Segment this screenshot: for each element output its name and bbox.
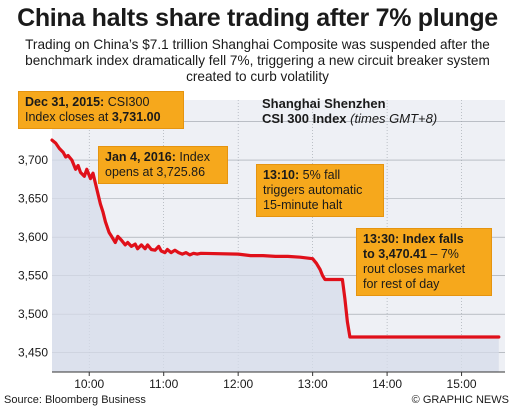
y-tick-label: 3,450 <box>18 346 48 360</box>
series-area <box>52 140 499 372</box>
callout-1330-text2: to 3,470.41 <box>363 247 427 261</box>
callout-dec31: Dec 31, 2015: CSI300 Index closes at 3,7… <box>18 91 184 129</box>
callout-dec31-text2: Index closes at <box>25 110 109 124</box>
y-tick-label: 3,700 <box>18 153 48 167</box>
x-tick-label: 12:00 <box>223 377 253 391</box>
x-tick-label: 15:00 <box>447 377 477 391</box>
callout-1310-text2: triggers automatic <box>263 183 363 197</box>
chart-title: China halts share trading after 7% plung… <box>17 4 498 32</box>
callout-1330-text: Index falls <box>402 232 464 246</box>
callout-dec31-date: Dec 31, 2015: <box>25 95 105 109</box>
y-tick-label: 3,650 <box>18 192 48 206</box>
callout-jan4-text: Index <box>179 150 210 164</box>
callout-1330-time: 13:30: <box>363 232 400 246</box>
callout-jan4-date: Jan 4, 2016: <box>105 150 176 164</box>
x-tick-label: 14:00 <box>372 377 402 391</box>
index-label-line1: Shanghai Shenzhen <box>262 96 386 111</box>
y-tick-label: 3,550 <box>18 269 48 283</box>
credit-note: © GRAPHIC NEWS <box>411 394 509 406</box>
callout-jan4-text2: opens at 3,725.86 <box>105 165 206 179</box>
index-name: CSI 300 Index <box>262 111 347 126</box>
callout-dec31-text: CSI300 <box>107 95 150 109</box>
x-tick-label: 13:00 <box>298 377 328 391</box>
index-timezone: (times GMT+8) <box>350 111 438 126</box>
callout-1310-text3: 15-minute halt <box>263 198 343 212</box>
callout-1330-text5: for rest of day <box>363 277 440 291</box>
callout-1310-time: 13:10: <box>263 168 300 182</box>
index-label-line2: CSI 300 Index (times GMT+8) <box>262 111 437 126</box>
y-tick-label: 3,600 <box>18 230 48 244</box>
y-tick-label: 3,500 <box>18 307 48 321</box>
x-tick-label: 11:00 <box>149 377 178 391</box>
callout-1310: 13:10: 5% fall triggers automatic 15-min… <box>256 164 384 217</box>
callout-1330: 13:30: Index falls to 3,470.41 – 7% rout… <box>356 228 492 296</box>
index-label: Shanghai Shenzhen CSI 300 Index (times G… <box>262 96 437 126</box>
callout-jan4: Jan 4, 2016: Index opens at 3,725.86 <box>98 146 228 184</box>
callout-1330-text4: rout closes market <box>363 262 466 276</box>
callout-dec31-value: 3,731.00 <box>111 110 161 124</box>
callout-1310-text: 5% fall <box>302 168 341 182</box>
x-tick-label: 10:00 <box>74 377 104 391</box>
callout-1330-text3: – 7% <box>430 247 459 261</box>
series-line <box>50 138 501 339</box>
chart-subtitle: Trading on China’s $7.1 trillion Shangha… <box>25 37 490 84</box>
source-note: Source: Bloomberg Business <box>4 394 146 406</box>
